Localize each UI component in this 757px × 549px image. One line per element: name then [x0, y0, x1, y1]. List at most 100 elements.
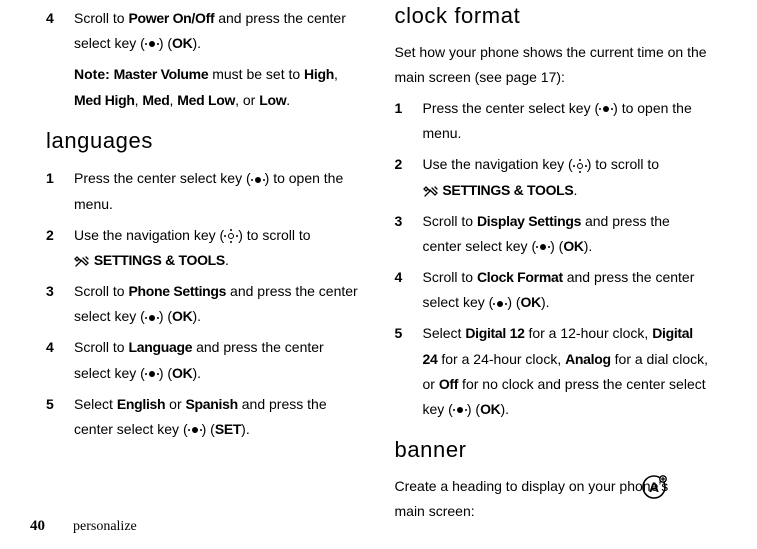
note-block: Note: Master Volume must be set to High,…	[46, 62, 363, 112]
step-number: 3	[46, 279, 74, 329]
clock-intro: Set how your phone shows the current tim…	[395, 40, 712, 90]
bold: SETTINGS & TOOLS	[94, 252, 225, 268]
section-name: personalize	[73, 519, 137, 534]
bold: OK	[480, 401, 500, 417]
text: , or	[235, 92, 259, 108]
bold: Digital 12	[465, 325, 524, 341]
bold: SET	[215, 421, 241, 437]
text: ).	[192, 35, 201, 51]
lang-step-1: 1 Press the center select key () to open…	[46, 166, 363, 216]
clock-step-2: 2 Use the navigation key ( ) to scroll to…	[395, 152, 712, 202]
text: .	[573, 182, 577, 198]
bold: Clock Format	[477, 269, 563, 285]
step-number: 4	[46, 6, 74, 56]
settings-tools-icon	[74, 255, 90, 267]
step-number: 3	[395, 209, 423, 259]
bold: OK	[172, 365, 192, 381]
step-number: 2	[46, 223, 74, 273]
step-number: 1	[395, 96, 423, 146]
text: ) (	[159, 308, 172, 324]
bold: Display Settings	[477, 213, 581, 229]
bold: OK	[172, 35, 192, 51]
text: .	[286, 92, 290, 108]
text: Select	[74, 396, 117, 412]
text: ).	[584, 238, 593, 254]
bold: SETTINGS & TOOLS	[442, 182, 573, 198]
center-select-icon	[599, 104, 613, 114]
center-select-icon	[145, 369, 159, 379]
center-select-icon	[536, 242, 550, 252]
text: Use the navigation key (	[423, 156, 573, 172]
step-text: Scroll to Power On/Off and press the cen…	[74, 6, 363, 56]
center-select-icon	[453, 405, 467, 415]
step-text: Press the center select key () to open t…	[74, 166, 363, 216]
step-text: Select English or Spanish and press the …	[74, 392, 363, 442]
settings-tools-icon	[423, 185, 439, 197]
bold: Language	[128, 339, 192, 355]
navigation-key-icon	[573, 159, 587, 173]
text: for a 12-hour clock,	[525, 325, 653, 341]
text: .	[225, 252, 229, 268]
center-select-icon	[493, 299, 507, 309]
step-number: 4	[395, 265, 423, 315]
bold: OK	[172, 308, 192, 324]
bold: Off	[439, 376, 458, 392]
bold: Med Low	[177, 92, 235, 108]
bold: Power On/Off	[128, 10, 214, 26]
page-footer: 40personalize	[30, 518, 137, 535]
bold: High	[304, 66, 334, 82]
text: Scroll to	[74, 10, 128, 26]
heading-languages: languages	[46, 121, 363, 161]
step-number: 4	[46, 335, 74, 385]
heading-clock-format: clock format	[395, 0, 712, 36]
lang-step-2: 2 Use the navigation key ( ) to scroll to…	[46, 223, 363, 273]
bold: Med	[142, 92, 169, 108]
bold: Low	[259, 92, 286, 108]
step-text: Scroll to Phone Settings and press the c…	[74, 279, 363, 329]
bold: Analog	[565, 351, 611, 367]
step-number: 5	[46, 392, 74, 442]
step-number: 1	[46, 166, 74, 216]
operator-dependent-icon: A	[641, 474, 667, 500]
step-text: Use the navigation key ( ) to scroll to S…	[423, 152, 712, 202]
step-text: Scroll to Language and press the center …	[74, 335, 363, 385]
clock-step-3: 3 Scroll to Display Settings and press t…	[395, 209, 712, 259]
bold: English	[117, 396, 165, 412]
text: ,	[334, 66, 338, 82]
clock-step-1: 1 Press the center select key () to open…	[395, 96, 712, 146]
banner-heading-row: banner A	[395, 430, 712, 470]
step-text: Scroll to Clock Format and press the cen…	[423, 265, 712, 315]
heading-banner: banner	[395, 430, 712, 470]
navigation-key-icon	[224, 229, 238, 243]
text: or	[165, 396, 185, 412]
text: ).	[241, 421, 250, 437]
text: Scroll to	[74, 339, 128, 355]
step-text: Use the navigation key ( ) to scroll to S…	[74, 223, 363, 273]
left-column: 4 Scroll to Power On/Off and press the c…	[30, 0, 379, 530]
bold: Spanish	[186, 396, 238, 412]
text: for a 24-hour clock,	[437, 351, 565, 367]
left-step-4-prev: 4 Scroll to Power On/Off and press the c…	[46, 6, 363, 56]
text: Scroll to	[74, 283, 128, 299]
text: ).	[192, 365, 201, 381]
bold: Master Volume	[114, 66, 209, 82]
center-select-icon	[145, 313, 159, 323]
text: Press the center select key (	[74, 170, 251, 186]
svg-text:A: A	[649, 479, 659, 495]
text: ) to scroll to	[587, 156, 659, 172]
page: 4 Scroll to Power On/Off and press the c…	[0, 0, 757, 530]
text: ).	[500, 401, 509, 417]
clock-step-4: 4 Scroll to Clock Format and press the c…	[395, 265, 712, 315]
bold: OK	[563, 238, 583, 254]
center-select-icon	[145, 39, 159, 49]
step-text: Press the center select key () to open t…	[423, 96, 712, 146]
text: ) (	[159, 35, 172, 51]
text: ) to scroll to	[238, 227, 310, 243]
text: Scroll to	[423, 213, 477, 229]
center-select-icon	[251, 175, 265, 185]
note-label: Note:	[74, 66, 114, 82]
step-number: 2	[395, 152, 423, 202]
step-text: Scroll to Display Settings and press the…	[423, 209, 712, 259]
clock-step-5: 5 Select Digital 12 for a 12-hour clock,…	[395, 321, 712, 422]
text: Use the navigation key (	[74, 227, 224, 243]
